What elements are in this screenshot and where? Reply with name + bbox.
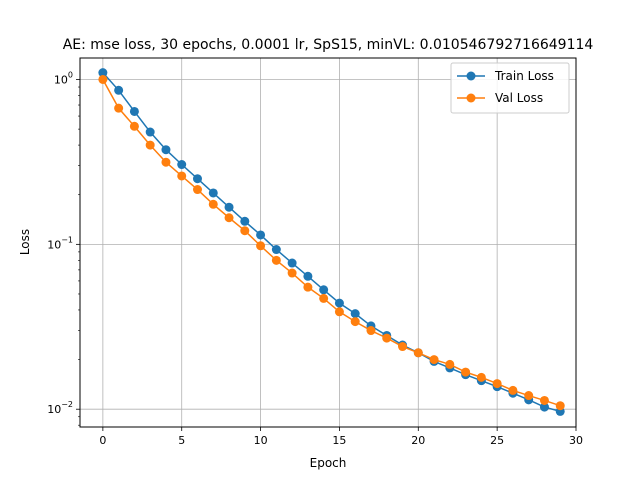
x-tick-label: 5: [178, 434, 185, 447]
chart-title: AE: mse loss, 30 epochs, 0.0001 lr, SpS1…: [63, 37, 594, 53]
data-point: [461, 367, 471, 377]
data-point: [413, 348, 423, 358]
data-point: [319, 285, 329, 295]
data-point: [334, 298, 344, 308]
legend-marker-val: [466, 93, 476, 103]
data-point: [429, 355, 439, 365]
data-point: [524, 391, 534, 401]
series-layer: [98, 68, 565, 416]
y-tick-base: 10: [47, 238, 61, 251]
data-point: [114, 103, 124, 113]
data-point: [256, 230, 266, 240]
y-axis-label: Loss: [18, 229, 32, 255]
x-axis-ticks: 0 5 10 15 20 25 30: [99, 427, 583, 447]
data-point: [240, 226, 250, 236]
legend-label-train: Train Loss: [494, 69, 554, 83]
data-point: [366, 326, 376, 336]
y-tick-exponent: −1: [61, 235, 73, 244]
legend: Train Loss Val Loss: [450, 62, 570, 114]
data-point: [508, 385, 518, 395]
data-point: [129, 121, 139, 131]
data-point: [539, 402, 549, 412]
data-point: [145, 140, 155, 150]
data-point: [224, 202, 234, 212]
plot-frame: [79, 57, 577, 428]
data-point: [319, 293, 329, 303]
data-point: [555, 401, 565, 411]
y-tick-label: 100: [54, 70, 73, 86]
x-tick-label: 20: [411, 434, 425, 447]
data-point: [476, 372, 486, 382]
x-tick-label: 10: [254, 434, 268, 447]
x-tick-label: 0: [99, 434, 106, 447]
y-tick-base: 10: [47, 403, 61, 416]
data-point: [114, 85, 124, 95]
data-point: [224, 213, 234, 223]
data-point: [240, 216, 250, 226]
data-point: [145, 127, 155, 137]
data-point: [192, 174, 202, 184]
data-point: [161, 157, 171, 167]
data-point: [287, 268, 297, 278]
y-tick-label: 10−1: [47, 235, 73, 251]
y-tick-base: 10: [54, 73, 68, 86]
data-point: [445, 359, 455, 369]
x-tick-label: 15: [332, 434, 346, 447]
data-point: [208, 199, 218, 209]
data-point: [398, 342, 408, 352]
data-point: [129, 106, 139, 116]
data-point: [287, 258, 297, 268]
y-tick-label: 10−2: [47, 400, 73, 416]
data-point: [98, 68, 108, 78]
legend-marker-train: [466, 71, 476, 81]
x-axis-label: Epoch: [310, 456, 347, 470]
data-point: [350, 317, 360, 327]
data-point: [208, 188, 218, 198]
series-1: [98, 74, 565, 411]
data-point: [334, 307, 344, 317]
data-point: [192, 185, 202, 195]
data-point: [303, 282, 313, 292]
data-point: [256, 241, 266, 251]
data-point: [271, 255, 281, 265]
data-point: [177, 171, 187, 181]
data-point: [98, 74, 108, 84]
y-tick-exponent: 0: [68, 70, 73, 79]
data-point: [303, 271, 313, 281]
data-point: [271, 245, 281, 255]
data-point: [539, 395, 549, 405]
x-tick-label: 30: [569, 434, 583, 447]
data-point: [161, 145, 171, 155]
x-tick-label: 25: [490, 434, 504, 447]
data-point: [492, 379, 502, 389]
data-point: [177, 160, 187, 170]
legend-label-val: Val Loss: [495, 91, 543, 105]
y-tick-exponent: −2: [61, 400, 73, 409]
data-point: [350, 309, 360, 319]
data-point: [382, 333, 392, 343]
